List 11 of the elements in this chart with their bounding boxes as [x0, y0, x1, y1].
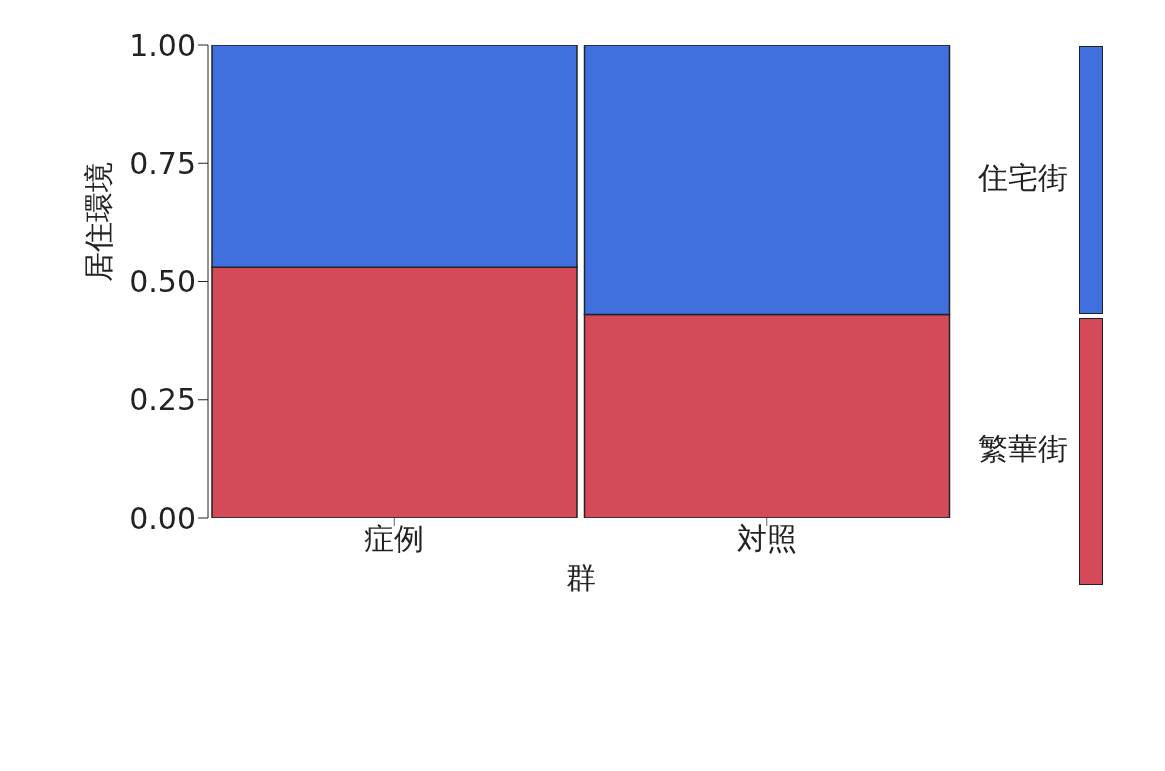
x-tick-label: 症例	[364, 521, 425, 557]
y-tick-label: 0.25	[129, 382, 196, 418]
y-axis-title: 居住環境	[80, 161, 116, 282]
series-label: 繁華街	[978, 430, 1068, 469]
series-label: 住宅街	[978, 158, 1068, 197]
y-tick-label: 0.00	[129, 500, 196, 536]
x-axis-title: 群	[565, 560, 596, 595]
y-tick-label: 1.00	[129, 27, 196, 63]
y-tick-label: 0.50	[129, 264, 196, 300]
y-tick-label: 0.75	[129, 145, 196, 181]
x-tick-label: 対照	[736, 521, 797, 557]
